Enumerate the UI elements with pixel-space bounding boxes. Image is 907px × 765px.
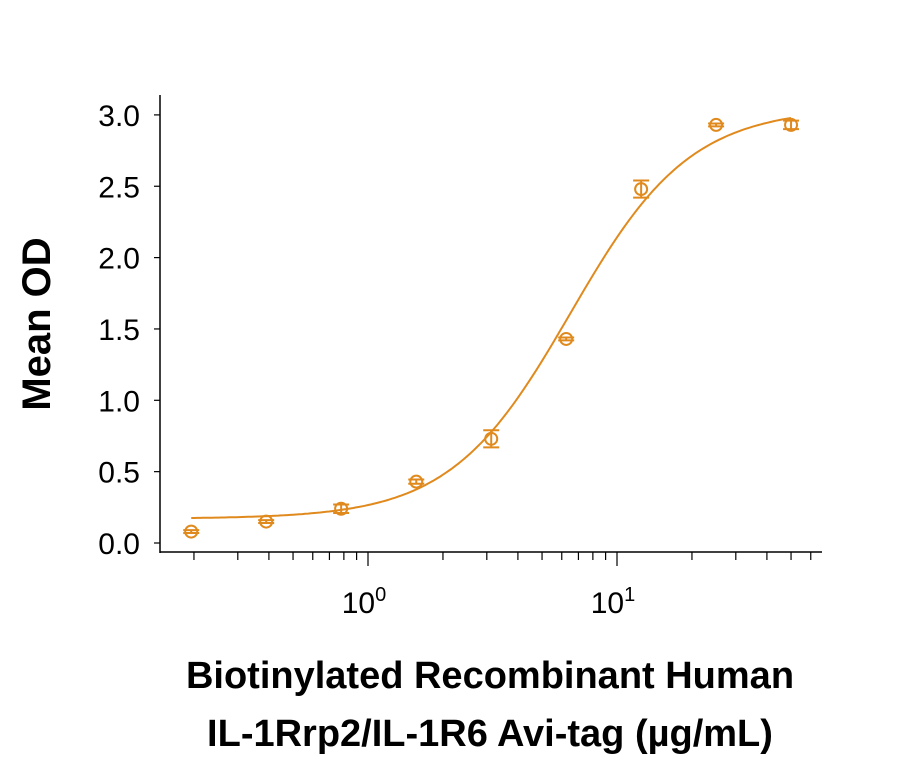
data-point — [633, 179, 650, 199]
y-tick-label: 1.0 — [98, 385, 140, 418]
y-tick-label: 0.5 — [98, 457, 140, 490]
x-tick-label: 100 — [342, 584, 387, 620]
x-tick-label: 101 — [591, 584, 636, 620]
data-point — [183, 524, 200, 539]
y-tick-label: 2.5 — [98, 171, 140, 204]
data-marker — [559, 331, 574, 346]
y-tick-label: 2.0 — [98, 243, 140, 276]
data-marker — [784, 117, 799, 132]
data-marker — [184, 524, 199, 539]
data-marker — [484, 431, 499, 446]
data-point — [558, 331, 575, 346]
data-point — [408, 474, 425, 489]
y-axis-label: Mean OD — [15, 237, 59, 410]
data-point — [333, 501, 350, 516]
data-point — [483, 429, 500, 449]
data-point — [258, 514, 275, 529]
fit-curve — [191, 117, 792, 519]
x-axis-label-line2: IL-1Rrp2/IL-1R6 Avi-tag (µg/mL) — [207, 713, 773, 755]
data-marker — [259, 514, 274, 529]
y-tick-label: 0.0 — [98, 528, 140, 561]
x-axis-label-line1: Biotinylated Recombinant Human — [186, 655, 794, 697]
y-tick-label: 1.5 — [98, 314, 140, 347]
data-marker — [709, 117, 724, 132]
data-marker — [409, 474, 424, 489]
data-marker — [334, 501, 349, 516]
data-point — [708, 117, 725, 132]
data-point — [783, 117, 800, 132]
y-tick-label: 3.0 — [98, 100, 140, 133]
data-marker — [634, 182, 649, 197]
